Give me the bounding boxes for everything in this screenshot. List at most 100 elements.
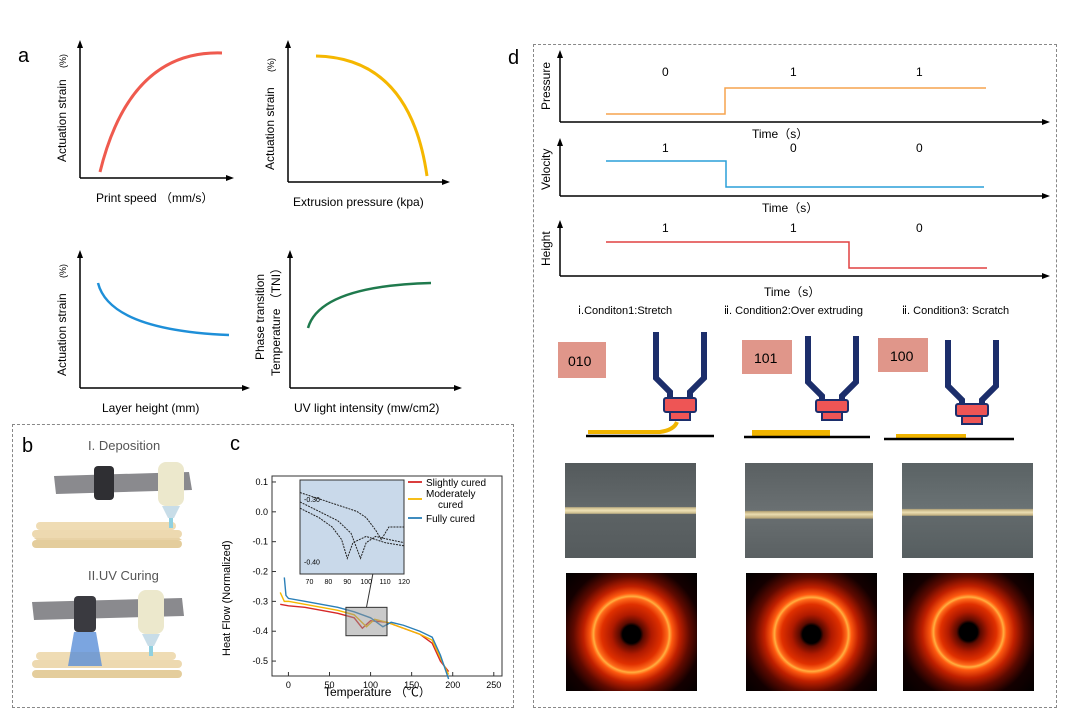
height-signal [606,241,987,269]
micrograph-3 [902,463,1033,558]
panel-b-figure: b I. Deposition II.UV Curing [22,435,192,678]
condition-1-title: ⅰ.Conditon1:Stretch [578,305,672,317]
inset-series-line [299,507,405,560]
velocity-val-2: 0 [790,141,797,155]
y-tick-label: -0.2 [252,567,268,577]
panel-c-ylabel: Heat Flow (Normalized) [221,540,233,656]
yunit-print-speed: (%) [58,54,68,68]
uv-lamp-active-icon [74,596,96,632]
condition-1-diagram: 010 [558,332,714,438]
uv-beam [68,632,102,666]
inset-x-tick-label: 90 [343,579,351,586]
plot-uv-intensity: UV light intensity (mw/cm2) Phase transi… [253,250,462,415]
legend-moderately-2: cured [438,500,463,511]
condition-2-diagram: 101 [742,336,870,439]
height-xlabel: Time（s） [764,285,820,299]
nozzle-icon-1 [653,332,707,421]
pressure-val-2: 1 [790,65,797,79]
uv-lamp-icon [94,466,114,500]
plot-extrusion-pressure: Extrusion pressure (kpa) Actuation strai… [263,40,450,209]
velocity-ylabel: Velocity [539,149,553,190]
inset-x-tick-label: 70 [306,579,314,586]
legend-fully: Fully cured [426,514,475,525]
inset-x-tick-label: 100 [360,579,372,586]
condition-2-title: ⅱ. Condition2:Over extruding [724,305,863,317]
curve-uv-intensity [306,281,432,329]
condition-3-code-box [878,338,928,372]
timing-height: Height Time（s） 1 1 0 [539,220,1050,299]
y-tick-label: -0.3 [252,596,268,606]
xlabel-uv-intensity: UV light intensity (mw/cm2) [294,401,439,415]
ylabel2-uv-intensity: Temperature （TNI） [269,262,283,376]
panel-c-plot-frame [271,475,503,677]
condition-2-code-box [742,340,792,374]
panel-c-letter: c [230,433,240,455]
panel-c: c 0 50 100 150 200 250 0.1 0.0 -0.1 -0.2 -0.3 -0.4 -… [214,426,510,704]
panel-c-legend: Slightly cured Moderately cured Fully cu… [408,478,486,525]
x-tick-label: 50 [324,680,334,690]
micrograph-1 [565,463,696,558]
nozzle-icon-3 [945,340,999,425]
xlabel-layer-height: Layer height (mm) [102,401,199,415]
ylabel-print-speed: Actuation strain [55,79,69,162]
y-tick-label: -0.4 [252,626,268,636]
micrograph-2 [745,463,873,558]
velocity-signal [606,160,984,188]
condition-1-code: 010 [568,353,592,369]
inset-series-line [299,492,404,541]
legend-slightly: Slightly cured [426,478,486,489]
ylabel-layer-height: Actuation strain [55,293,69,376]
curve-print-speed [98,51,223,173]
inset-y-tick-label: -0.30 [304,497,320,504]
ylabel-extrusion-pressure: Actuation strain [263,87,277,170]
legend-moderately: Moderately [426,489,475,500]
inset-series-line [299,501,405,560]
condition-2-code: 101 [754,350,778,366]
panel-b-letter: b [22,435,33,457]
panel-b: b I. Deposition II.UV Curing [14,426,214,704]
xlabel-print-speed: Print speed （mm/s） [96,191,213,205]
inset-x-tick-label: 110 [380,579,391,586]
zoom-arrow [365,567,375,608]
deposition-illustration [32,462,192,548]
condition-3-title: ⅱ. Condition3: Scratch [902,305,1009,317]
pressure-val-1: 0 [662,65,669,79]
panel-d-figure: d Pressure Time（s） 0 1 1 Velocity Time（s… [508,47,1050,441]
velocity-xlabel: Time（s） [762,201,818,215]
height-val-2: 1 [790,221,797,235]
x-tick-label: 0 [286,680,291,690]
velocity-val-3: 0 [916,141,923,155]
height-val-1: 1 [662,221,669,235]
zoom-region-box [345,606,388,637]
y-tick-label: 0.0 [255,507,268,517]
panel-a-figure: a Print speed （mm/s） Actuation strain (%… [18,40,462,415]
height-val-3: 0 [916,221,923,235]
pressure-xlabel: Time（s） [752,127,808,141]
diffraction-pattern-2 [746,573,877,691]
step-uv-curing-label: II.UV Curing [88,568,159,583]
panel-c-chart: c 0 50 100 150 200 250 0.1 0.0 -0.1 -0.2 -0.3 -0.4 -… [221,433,503,699]
filament-3 [896,434,966,438]
y-tick-label: -0.1 [252,537,268,547]
x-tick-label: 100 [363,680,378,690]
x-tick-label: 250 [486,680,501,690]
panel-d-frame [533,44,1057,708]
pressure-signal [606,87,986,115]
ylabel-uv-intensity: Phase transition [253,274,267,360]
height-ylabel: Height [539,231,553,266]
yunit-extrusion-pressure: (%) [266,58,276,72]
syringe-icon [158,462,184,506]
yunit-layer-height: (%) [58,264,68,278]
diffraction-pattern-3 [903,573,1034,691]
x-tick-label: 200 [445,680,460,690]
panel-bc-frame [12,424,514,708]
curve-layer-height [96,282,230,337]
velocity-val-1: 1 [662,141,669,155]
condition-3-code: 100 [890,348,914,364]
inset-x-tick-label: 80 [324,579,332,586]
panel-d-letter: d [508,47,519,69]
inset-y-tick-label: -0.40 [304,559,320,566]
pressure-ylabel: Pressure [539,62,553,110]
step-deposition-label: I. Deposition [88,438,160,453]
condition-1-code-box [558,342,606,378]
